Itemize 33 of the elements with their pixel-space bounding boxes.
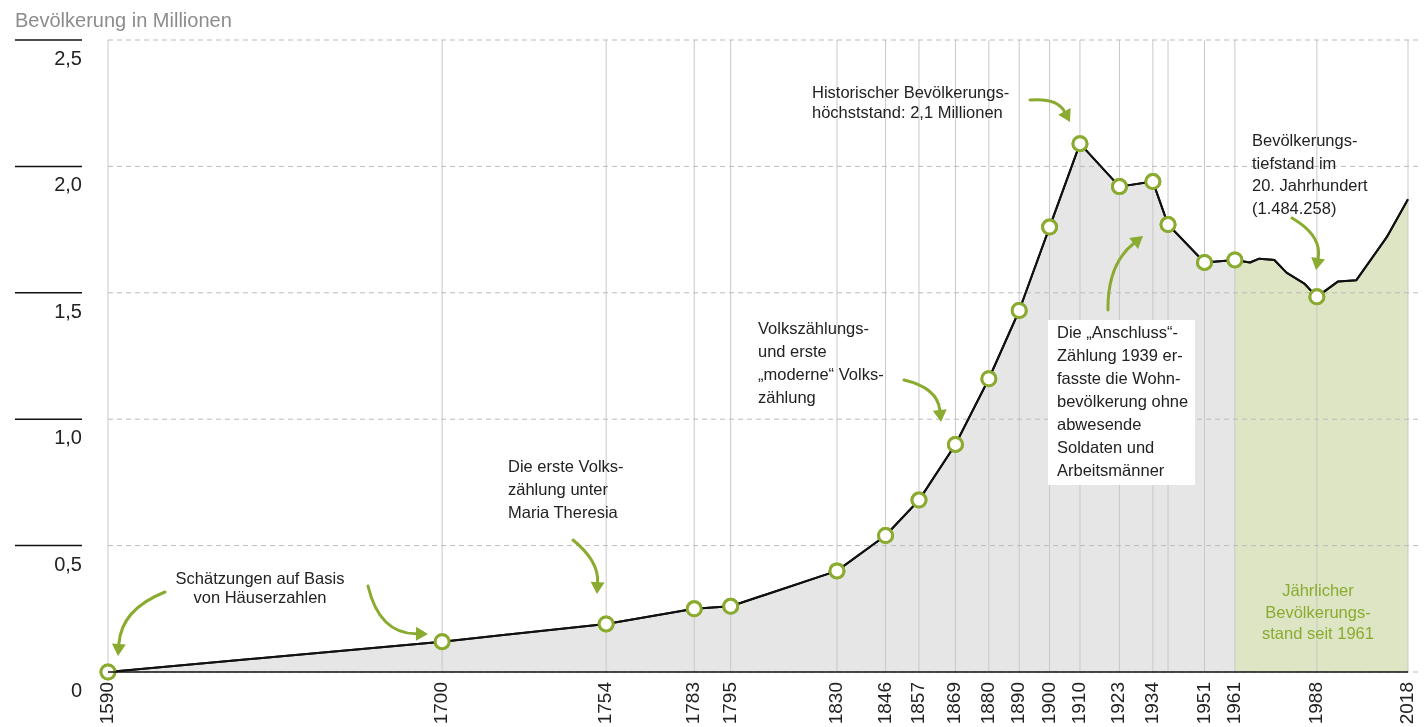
- y-tick-label: 2,0: [54, 173, 82, 196]
- annotation: Historischer Bevölkerungs- höchststand: 2,1 Millionen: [812, 83, 1010, 121]
- x-tick-label: 1934: [1140, 681, 1162, 725]
- annotation: Volkszählungs- und erste „moderne“ Volks- zählung: [758, 319, 884, 406]
- x-tick-label: 1890: [1007, 682, 1029, 725]
- annotation: Bevölkerungs- tiefstand im 20. Jahrhundert (1.484.258): [1252, 131, 1368, 217]
- y-tick-label: 1,5: [54, 299, 82, 322]
- x-tick-label: 1923: [1107, 682, 1129, 725]
- x-tick-label: 1988: [1304, 682, 1326, 725]
- annotation: Die erste Volks- zählung unter Maria Theresia: [508, 457, 624, 521]
- y-tick-label: 2,5: [54, 47, 82, 69]
- y-axis-title: Bevölkerung in Millionen: [15, 9, 232, 31]
- x-tick-label: 1961: [1222, 682, 1244, 725]
- x-tick-label: 1880: [976, 682, 998, 725]
- y-tick-label: 1,0: [54, 426, 82, 449]
- y-tick-label: 0: [70, 679, 82, 701]
- x-tick-label: 1700: [430, 682, 452, 725]
- x-tick-label: 1910: [1067, 682, 1089, 725]
- x-tick-label: 1869: [943, 682, 965, 725]
- y-tick-label: 0,5: [54, 552, 82, 575]
- annotation: Jährlicher Bevölkerungs- stand seit 1961: [1262, 581, 1374, 642]
- x-tick-label: 1590: [96, 682, 118, 725]
- annotation: Die „Anschluss“- Zählung 1939 er- fasste die Wohn- bevölkerung ohne abwesende Soldaten und Arbeitsmänner: [1057, 323, 1189, 479]
- x-tick-label: 2018: [1396, 682, 1418, 725]
- x-tick-label: 1754: [594, 681, 616, 725]
- x-tick-label: 1857: [907, 682, 928, 725]
- x-tick-label: 1830: [824, 682, 846, 725]
- x-tick-label: 1951: [1192, 682, 1214, 725]
- annotation: Schätzungen auf Basis von Häuserzahlen: [175, 569, 345, 606]
- x-tick-label: 1900: [1037, 682, 1059, 725]
- x-tick-label: 1846: [873, 682, 895, 725]
- x-tick-label: 1783: [682, 682, 704, 725]
- x-tick-label: 1795: [718, 682, 740, 725]
